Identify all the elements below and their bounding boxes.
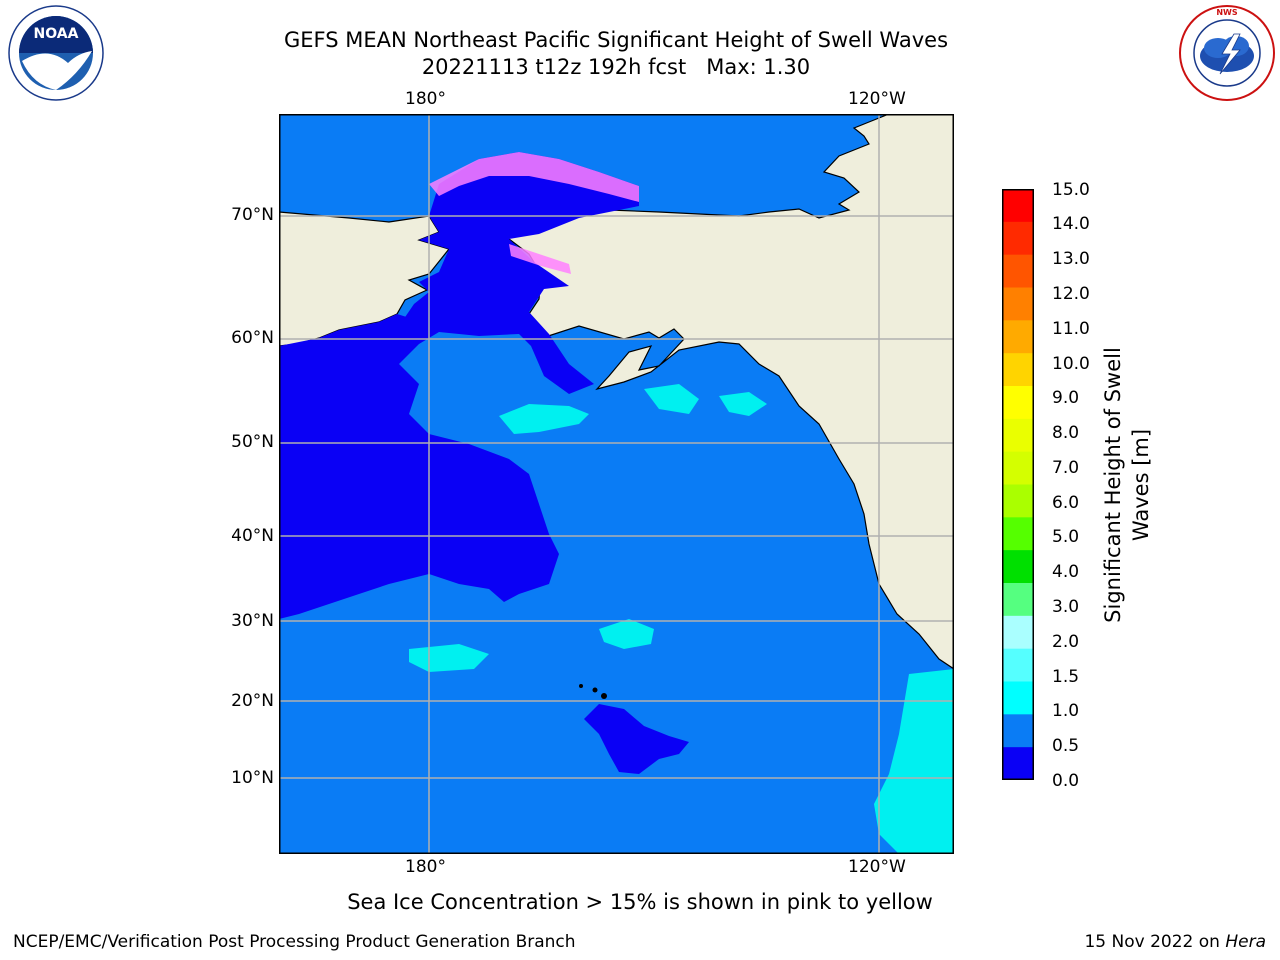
colorbar-tick: 10.0 bbox=[1052, 354, 1090, 374]
sea-ice-edge bbox=[429, 152, 639, 202]
map-subtitle: 20221113 t12z 192h fcst Max: 1.30 bbox=[421, 55, 811, 79]
sea-ice-note: Sea Ice Concentration > 15% is shown in … bbox=[347, 890, 933, 914]
colorbar-label-line1: Significant Height of Swell bbox=[1101, 347, 1125, 623]
cyan-patch-north bbox=[499, 404, 589, 434]
colorbar bbox=[1002, 189, 1034, 781]
colorbar-tick: 5.0 bbox=[1052, 527, 1080, 547]
colorbar-segment bbox=[1002, 451, 1034, 485]
colorbar-segment bbox=[1002, 189, 1034, 223]
colorbar-tick: 9.0 bbox=[1052, 388, 1080, 408]
colorbar-segment bbox=[1002, 353, 1034, 387]
colorbar-tick: 0.5 bbox=[1052, 736, 1080, 756]
colorbar-segment bbox=[1002, 681, 1034, 715]
colorbar-segment bbox=[1002, 550, 1034, 584]
footer-date: 15 Nov 2022 on Hera bbox=[1084, 932, 1266, 952]
colorbar-tick: 12.0 bbox=[1052, 284, 1090, 304]
colorbar-segment bbox=[1002, 418, 1034, 453]
cyan-patch-northeast-2 bbox=[719, 392, 767, 416]
map-panel bbox=[278, 113, 955, 854]
colorbar-tick: 3.0 bbox=[1052, 597, 1080, 617]
colorbar-segment bbox=[1002, 484, 1034, 518]
graticule bbox=[279, 114, 954, 854]
colorbar-tick: 1.5 bbox=[1052, 667, 1080, 687]
colorbar-segment bbox=[1002, 320, 1034, 354]
colorbar-tick: 8.0 bbox=[1052, 423, 1080, 443]
svg-text:NWS: NWS bbox=[1216, 8, 1238, 17]
colorbar-label-line2: Waves [m] bbox=[1129, 428, 1153, 542]
lat-label-60n: 60°N bbox=[231, 328, 274, 348]
colorbar-tick: 2.0 bbox=[1052, 632, 1080, 652]
colorbar-tick: 15.0 bbox=[1052, 180, 1090, 200]
colorbar-tick: 4.0 bbox=[1052, 562, 1080, 582]
colorbar-segment bbox=[1002, 517, 1034, 551]
island-marker bbox=[601, 693, 607, 699]
colorbar-segment bbox=[1002, 583, 1034, 617]
cyan-patch-southeast bbox=[874, 669, 954, 854]
cyan-patch-mid bbox=[599, 619, 654, 649]
lat-label-20n: 20°N bbox=[231, 691, 274, 711]
colorbar-segment bbox=[1002, 254, 1034, 288]
colorbar-segment bbox=[1002, 221, 1034, 256]
footer-date-text: 15 Nov 2022 on bbox=[1084, 932, 1226, 952]
cyan-patch-northeast-1 bbox=[644, 384, 699, 414]
nws-logo: NWS bbox=[1178, 4, 1276, 102]
colorbar-tick: 13.0 bbox=[1052, 249, 1090, 269]
lat-label-70n: 70°N bbox=[231, 205, 274, 225]
colorbar-tick: 1.0 bbox=[1052, 701, 1080, 721]
colorbar-tick: 14.0 bbox=[1052, 214, 1090, 234]
colorbar-segment bbox=[1002, 747, 1034, 781]
footer-host: Hera bbox=[1225, 932, 1266, 952]
colorbar-segment bbox=[1002, 386, 1034, 420]
lat-label-10n: 10°N bbox=[231, 768, 274, 788]
map-frame bbox=[279, 114, 954, 854]
island-marker bbox=[579, 684, 583, 688]
lat-label-50n: 50°N bbox=[231, 432, 274, 452]
footer-credit: NCEP/EMC/Verification Post Processing Pr… bbox=[13, 932, 576, 952]
lon-label-bottom-120w: 120°W bbox=[848, 857, 906, 877]
west-low-swell bbox=[279, 314, 559, 619]
colorbar-segment bbox=[1002, 615, 1034, 650]
lat-label-30n: 30°N bbox=[231, 611, 274, 631]
map-title: GEFS MEAN Northeast Pacific Significant … bbox=[283, 28, 949, 52]
colorbar-tick: 11.0 bbox=[1052, 319, 1090, 339]
lon-label-bottom-180: 180° bbox=[405, 857, 446, 877]
lat-label-40n: 40°N bbox=[231, 526, 274, 546]
noaa-logo: NOAA bbox=[8, 5, 104, 101]
bering-low-swell bbox=[399, 152, 639, 394]
colorbar-tick: 0.0 bbox=[1052, 771, 1080, 791]
colorbar-tick: 7.0 bbox=[1052, 458, 1080, 478]
sea-ice-fringe bbox=[509, 244, 571, 274]
colorbar-frame bbox=[1002, 189, 1034, 780]
colorbar-tick: 6.0 bbox=[1052, 493, 1080, 513]
map-svg bbox=[278, 113, 955, 854]
colorbar-segment bbox=[1002, 287, 1034, 321]
colorbar-segment bbox=[1002, 648, 1034, 682]
svg-text:NOAA: NOAA bbox=[34, 26, 79, 42]
colorbar-segment bbox=[1002, 714, 1034, 748]
lon-label-top-120w: 120°W bbox=[848, 89, 906, 109]
hawaii-low-swell bbox=[584, 704, 689, 774]
island-marker bbox=[592, 687, 598, 693]
lon-label-top-180: 180° bbox=[405, 89, 446, 109]
